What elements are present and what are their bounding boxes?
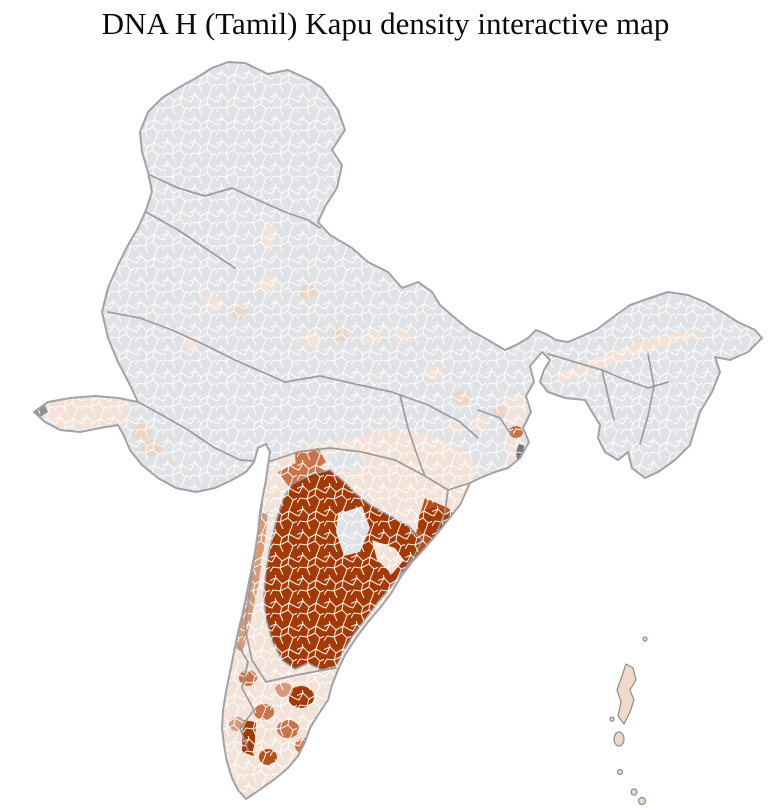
page-title: DNA H (Tamil) Kapu density interactive m… (101, 6, 670, 41)
region-coastal-karnataka-gray[interactable] (203, 652, 223, 692)
island-nicobar[interactable] (630, 788, 638, 796)
island-dot[interactable] (642, 636, 648, 642)
andaman-nicobar-islands[interactable] (609, 636, 648, 806)
region-karnataka-district[interactable] (214, 610, 234, 626)
region-karnataka-district[interactable] (179, 641, 201, 659)
island-nicobar[interactable] (637, 796, 647, 806)
region-belgaum-district[interactable] (158, 527, 186, 549)
region-tn-medium-district[interactable] (310, 761, 326, 775)
district-borders-mesh (34, 62, 762, 799)
state-boundaries (107, 174, 669, 751)
island-little-andaman[interactable] (613, 731, 625, 747)
island-dot[interactable] (616, 768, 624, 776)
region-north-karnataka-gray[interactable] (202, 500, 234, 524)
island-dot[interactable] (609, 716, 615, 722)
island-andaman-main[interactable] (616, 663, 637, 725)
india-outline (33, 61, 763, 800)
region-karnataka-district[interactable] (196, 556, 220, 576)
